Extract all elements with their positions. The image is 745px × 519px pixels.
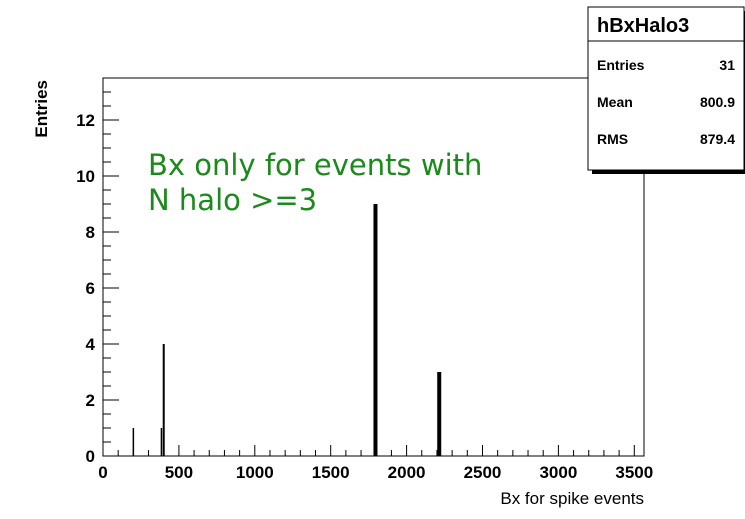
- y-tick-label: 0: [86, 447, 95, 466]
- stats-box-title: hBxHalo3: [597, 15, 689, 37]
- stats-box-panel: [587, 6, 745, 171]
- x-tick-label: 500: [165, 463, 193, 482]
- y-tick-label: 2: [86, 391, 95, 410]
- stats-mean-label: Mean: [597, 94, 633, 110]
- annotation-line-2: N halo >=3: [148, 183, 317, 217]
- x-tick-label: 2000: [388, 463, 426, 482]
- stats-entries-label: Entries: [597, 57, 645, 73]
- annotation-line-1: Bx only for events with: [148, 148, 482, 182]
- histogram-bars: [132, 204, 442, 456]
- stats-entries-value: 31: [719, 57, 735, 73]
- x-tick-label: 3500: [615, 463, 653, 482]
- x-tick-label: 3000: [539, 463, 577, 482]
- plot-frame: [102, 77, 645, 457]
- stats-rms-value: 879.4: [700, 131, 735, 147]
- x-tick-label: 2500: [464, 463, 502, 482]
- y-tick-label: 10: [76, 167, 95, 186]
- stats-rms-label: RMS: [597, 131, 628, 147]
- x-axis-title: Bx for spike events: [500, 489, 644, 508]
- y-axis-title: Entries: [32, 80, 51, 138]
- x-tick-labels: 0 500 1000 1500 2000 2500 3000 3500: [98, 463, 653, 482]
- y-tick-label: 6: [86, 279, 95, 298]
- y-tick-label: 12: [76, 111, 95, 130]
- stats-box: hBxHalo3 Entries 31 Mean 800.9 RMS 879.4: [587, 6, 745, 174]
- axis-ticks: [102, 91, 635, 457]
- stats-mean-value: 800.9: [700, 94, 735, 110]
- x-tick-label: 1500: [312, 463, 350, 482]
- x-tick-label: 1000: [236, 463, 274, 482]
- y-tick-label: 4: [86, 335, 96, 354]
- x-tick-label: 0: [98, 463, 107, 482]
- y-tick-label: 8: [86, 223, 95, 242]
- y-tick-labels: 0 2 4 6 8 10 12: [76, 111, 95, 466]
